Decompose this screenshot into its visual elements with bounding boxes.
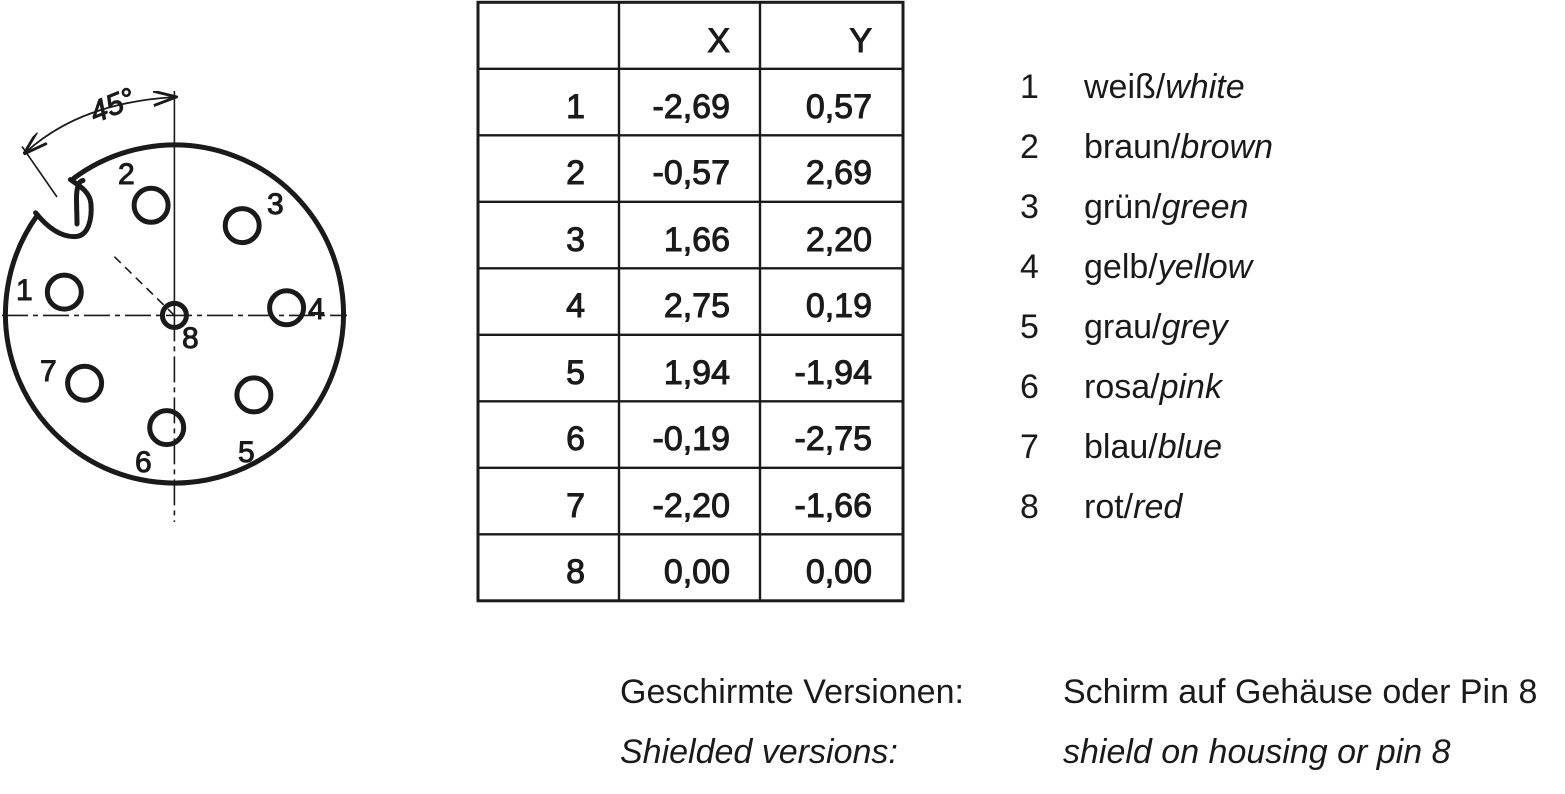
- svg-text:3: 3: [566, 221, 585, 259]
- svg-text:-2,69: -2,69: [653, 88, 731, 126]
- svg-text:grau/grey: grau/grey: [1084, 308, 1230, 346]
- svg-text:5: 5: [238, 436, 255, 469]
- svg-text:-1,94: -1,94: [795, 354, 873, 392]
- svg-text:5: 5: [566, 354, 585, 392]
- svg-text:5: 5: [1020, 308, 1039, 346]
- svg-text:-2,20: -2,20: [653, 487, 731, 525]
- svg-text:shield on housing or pin 8: shield on housing or pin 8: [1063, 733, 1451, 771]
- svg-text:1,94: 1,94: [664, 354, 730, 392]
- svg-text:7: 7: [40, 355, 57, 388]
- svg-text:3: 3: [267, 188, 284, 221]
- svg-text:gelb/yellow: gelb/yellow: [1084, 248, 1255, 286]
- svg-text:0,57: 0,57: [806, 88, 872, 126]
- svg-text:Shielded versions:: Shielded versions:: [620, 733, 898, 771]
- svg-text:Y: Y: [849, 22, 872, 60]
- svg-text:1,66: 1,66: [664, 221, 730, 259]
- svg-text:2: 2: [118, 158, 135, 191]
- svg-text:rosa/pink: rosa/pink: [1084, 368, 1224, 406]
- svg-text:0,00: 0,00: [664, 553, 730, 591]
- svg-text:rot/red: rot/red: [1084, 488, 1183, 526]
- svg-text:8: 8: [182, 322, 199, 355]
- svg-text:weiß/white: weiß/white: [1083, 68, 1245, 106]
- svg-text:2,69: 2,69: [806, 154, 872, 192]
- svg-text:2,75: 2,75: [664, 287, 730, 325]
- svg-text:7: 7: [566, 487, 585, 525]
- svg-text:1: 1: [1020, 68, 1039, 106]
- svg-text:1: 1: [16, 274, 33, 307]
- svg-text:2,20: 2,20: [806, 221, 872, 259]
- svg-text:0,19: 0,19: [806, 287, 872, 325]
- svg-text:6: 6: [566, 420, 585, 458]
- svg-text:braun/brown: braun/brown: [1084, 128, 1273, 166]
- svg-text:grün/green: grün/green: [1084, 188, 1248, 226]
- svg-text:-0,19: -0,19: [653, 420, 731, 458]
- svg-text:4: 4: [1020, 248, 1039, 286]
- svg-text:45°: 45°: [85, 82, 139, 130]
- svg-text:7: 7: [1020, 428, 1039, 466]
- svg-text:-0,57: -0,57: [653, 154, 731, 192]
- svg-text:2: 2: [566, 154, 585, 192]
- svg-text:4: 4: [308, 293, 325, 326]
- svg-text:4: 4: [566, 287, 585, 325]
- svg-text:Geschirmte Versionen:: Geschirmte Versionen:: [620, 673, 964, 711]
- svg-text:8: 8: [1020, 488, 1039, 526]
- svg-text:8: 8: [566, 553, 585, 591]
- svg-text:-1,66: -1,66: [795, 487, 873, 525]
- svg-text:Schirm auf Gehäuse oder Pin 8: Schirm auf Gehäuse oder Pin 8: [1063, 673, 1537, 711]
- svg-text:2: 2: [1020, 128, 1039, 166]
- svg-text:X: X: [707, 22, 730, 60]
- svg-text:3: 3: [1020, 188, 1039, 226]
- svg-text:0,00: 0,00: [806, 553, 872, 591]
- svg-text:blau/blue: blau/blue: [1084, 428, 1222, 466]
- svg-text:1: 1: [566, 88, 585, 126]
- svg-text:-2,75: -2,75: [795, 420, 873, 458]
- svg-text:6: 6: [135, 446, 152, 479]
- svg-text:6: 6: [1020, 368, 1039, 406]
